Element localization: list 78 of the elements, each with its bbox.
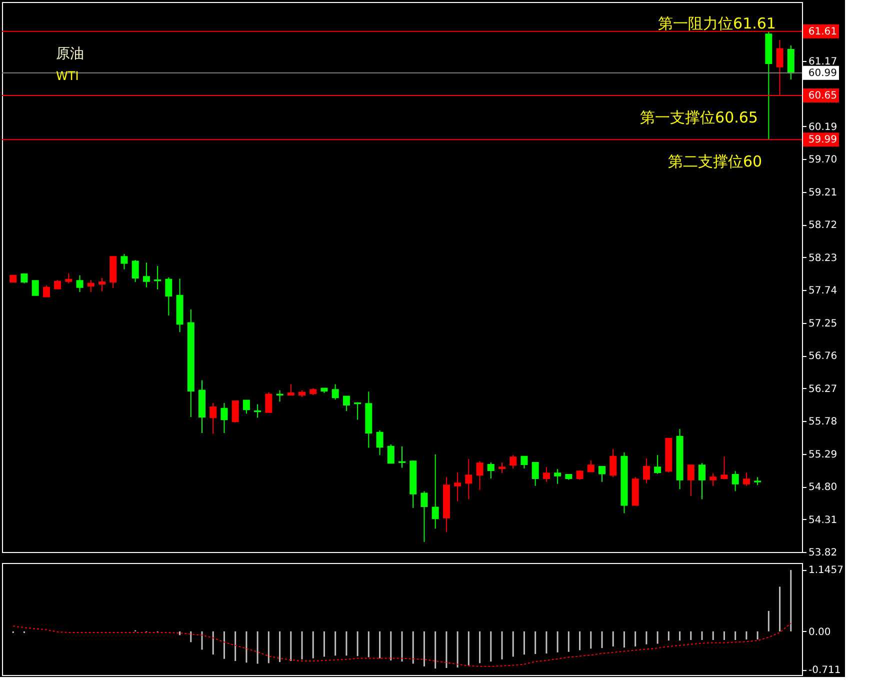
- candlestick: [454, 472, 462, 502]
- candlestick: [142, 262, 150, 288]
- candlestick: [598, 466, 606, 482]
- candlestick: [154, 265, 162, 290]
- candlestick: [610, 448, 617, 478]
- candlestick: [542, 466, 550, 482]
- candlestick: [498, 462, 506, 474]
- candlestick: [242, 400, 250, 414]
- y-tick-label: 55.29: [808, 449, 838, 460]
- annotation: 原油: [56, 46, 84, 62]
- y-tick-label: 59.21: [808, 187, 838, 198]
- candlestick: [376, 430, 384, 456]
- annotation: 第一支撑位60.65: [640, 108, 758, 127]
- candlestick: [642, 458, 650, 484]
- y-tick-label: 58.23: [808, 252, 838, 264]
- annotation: WTI: [56, 69, 79, 83]
- ref-line-label: 60.65: [808, 90, 837, 102]
- y-tick-label: 58.72: [808, 220, 838, 232]
- candlestick: [332, 384, 339, 400]
- y-tick-label: 1.1457: [808, 565, 844, 576]
- candlestick: [232, 400, 239, 423]
- candlestick: [387, 444, 394, 464]
- ref-line-label: 59.99: [808, 134, 837, 146]
- y-tick-label: -0.711: [808, 665, 841, 676]
- y-tick-label: 61.17: [808, 56, 838, 68]
- candlestick: [220, 402, 228, 434]
- candlestick: [210, 402, 217, 434]
- candlestick: [698, 462, 706, 500]
- annotation: 第一阻力位61.61: [658, 14, 776, 32]
- candlestick: [54, 280, 62, 290]
- candlestick: [720, 456, 728, 480]
- candlestick: [342, 396, 350, 412]
- candlestick: [65, 272, 72, 284]
- y-tick-label: 60.19: [808, 122, 838, 133]
- candlestick: [710, 472, 717, 486]
- candlestick: [276, 390, 284, 402]
- candlestick: [487, 462, 494, 479]
- candlestick: [354, 402, 362, 420]
- y-tick-label: 56.76: [808, 351, 838, 362]
- candlestick: [687, 464, 694, 496]
- y-tick-label: 0.00: [808, 626, 831, 638]
- candlestick: [465, 458, 472, 500]
- y-tick-label: 53.82: [808, 548, 838, 558]
- candlestick: [587, 460, 594, 472]
- y-tick-label: 57.74: [808, 286, 838, 297]
- candlestick: [132, 259, 139, 283]
- candlestick: [165, 276, 172, 316]
- candlestick: [476, 460, 484, 490]
- y-tick-label: 54.80: [808, 482, 838, 494]
- candlestick: [265, 392, 272, 413]
- candlestick: [654, 454, 662, 474]
- line-series: [12, 622, 792, 667]
- candlestick: [87, 280, 94, 293]
- candlestick: [432, 454, 439, 530]
- candlestick: [254, 404, 262, 418]
- annotation: 第二支撑位60: [668, 152, 762, 171]
- y-tick-label: 56.27: [808, 384, 838, 395]
- candlestick: [510, 454, 517, 469]
- candlestick: [420, 490, 428, 542]
- candlestick: [732, 470, 739, 492]
- candlestick: [287, 384, 294, 396]
- ref-line-label: 61.61: [808, 26, 837, 38]
- candlestick: [42, 284, 50, 298]
- candlestick: [532, 462, 539, 486]
- candlestick: [554, 468, 562, 484]
- candlestick: [520, 456, 528, 469]
- candlestick: [120, 253, 128, 270]
- y-tick-label: 54.31: [808, 514, 838, 526]
- candlestick: [787, 44, 794, 80]
- ref-line-label: 60.99: [808, 68, 837, 79]
- candlestick: [32, 280, 39, 296]
- candlestick: [98, 278, 106, 292]
- y-tick-label: 59.70: [808, 154, 838, 166]
- y-tick-label: 55.78: [808, 416, 838, 428]
- candlestick: [398, 446, 406, 468]
- candlestick: [76, 274, 84, 293]
- y-tick-label: 57.25: [808, 318, 838, 330]
- candlestick: [742, 472, 750, 486]
